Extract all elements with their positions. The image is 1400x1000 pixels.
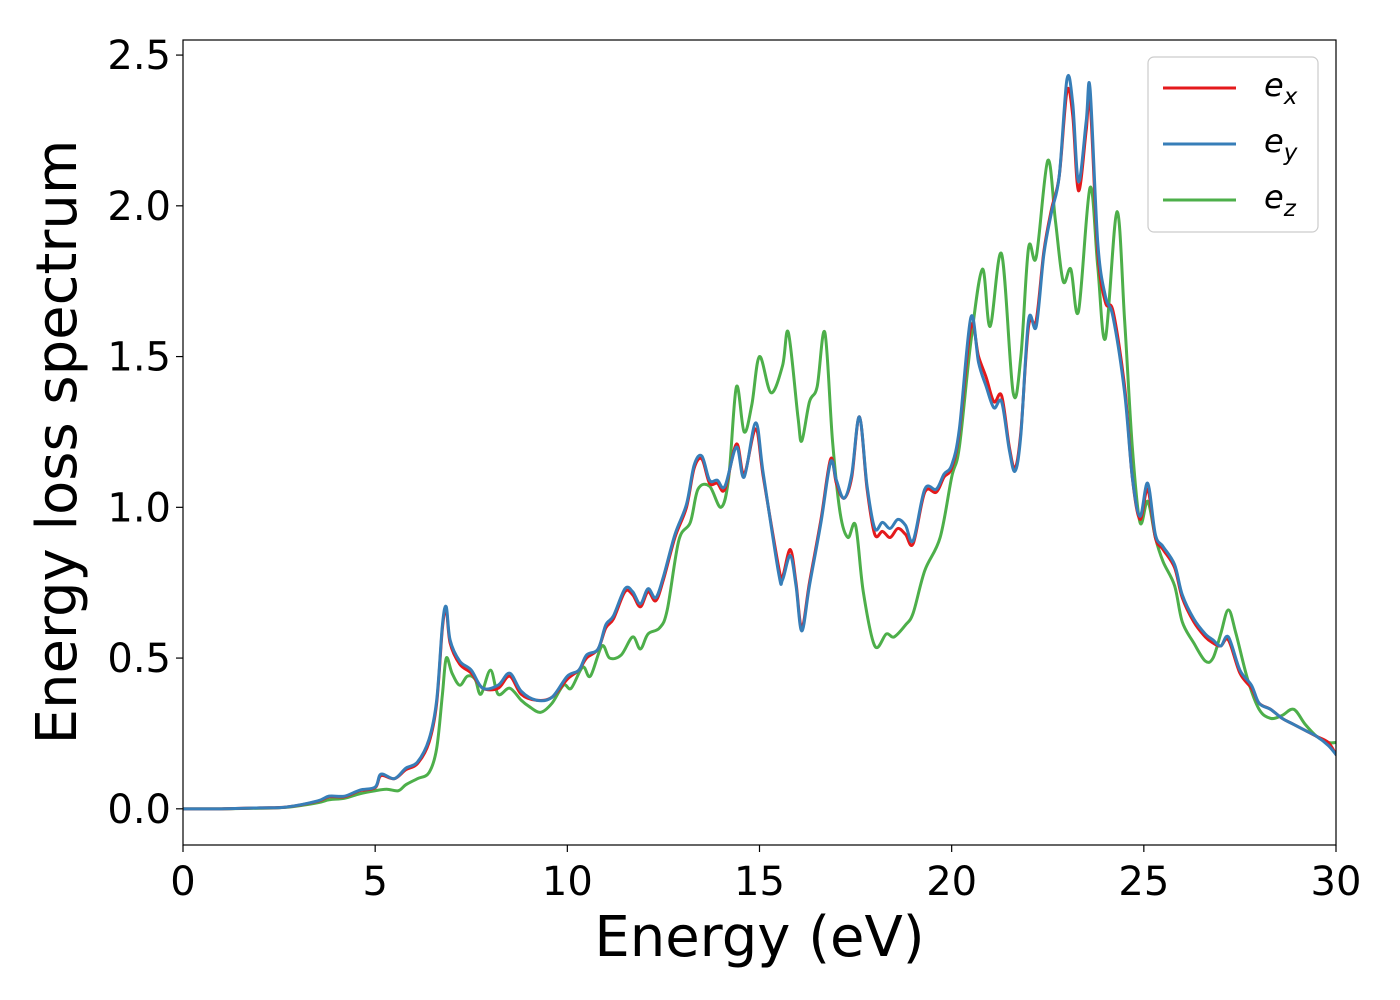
y-tick-label: 2.0 bbox=[107, 184, 171, 230]
legend-label-z: ez bbox=[1264, 178, 1297, 222]
y-axis-label: Energy loss spectrum bbox=[25, 140, 90, 745]
x-tick-label: 15 bbox=[734, 859, 785, 905]
x-tick-label: 10 bbox=[542, 859, 593, 905]
y-axis: 0.0 0.5 1.0 1.5 2.0 2.5 bbox=[107, 33, 183, 833]
y-tick-label: 1.0 bbox=[107, 485, 171, 531]
x-axis-label: Energy (eV) bbox=[594, 905, 924, 970]
legend-label-x: ex bbox=[1264, 66, 1298, 110]
y-tick-label: 0.0 bbox=[107, 787, 171, 833]
x-tick-label: 20 bbox=[926, 859, 977, 905]
x-tick-label: 25 bbox=[1118, 859, 1169, 905]
x-tick-label: 0 bbox=[170, 859, 195, 905]
series-line-z bbox=[183, 158, 1336, 811]
series-layer bbox=[183, 73, 1336, 811]
x-tick-label: 5 bbox=[362, 859, 387, 905]
legend: ex ey ez bbox=[1147, 56, 1319, 233]
x-tick-label: 30 bbox=[1311, 859, 1362, 905]
y-tick-label: 0.5 bbox=[107, 636, 171, 682]
y-tick-label: 1.5 bbox=[107, 335, 171, 381]
x-axis: 0 5 10 15 20 25 30 bbox=[170, 845, 1361, 905]
legend-label-y: ey bbox=[1264, 122, 1298, 166]
series-line-y bbox=[183, 73, 1336, 811]
y-tick-label: 2.5 bbox=[107, 33, 171, 79]
